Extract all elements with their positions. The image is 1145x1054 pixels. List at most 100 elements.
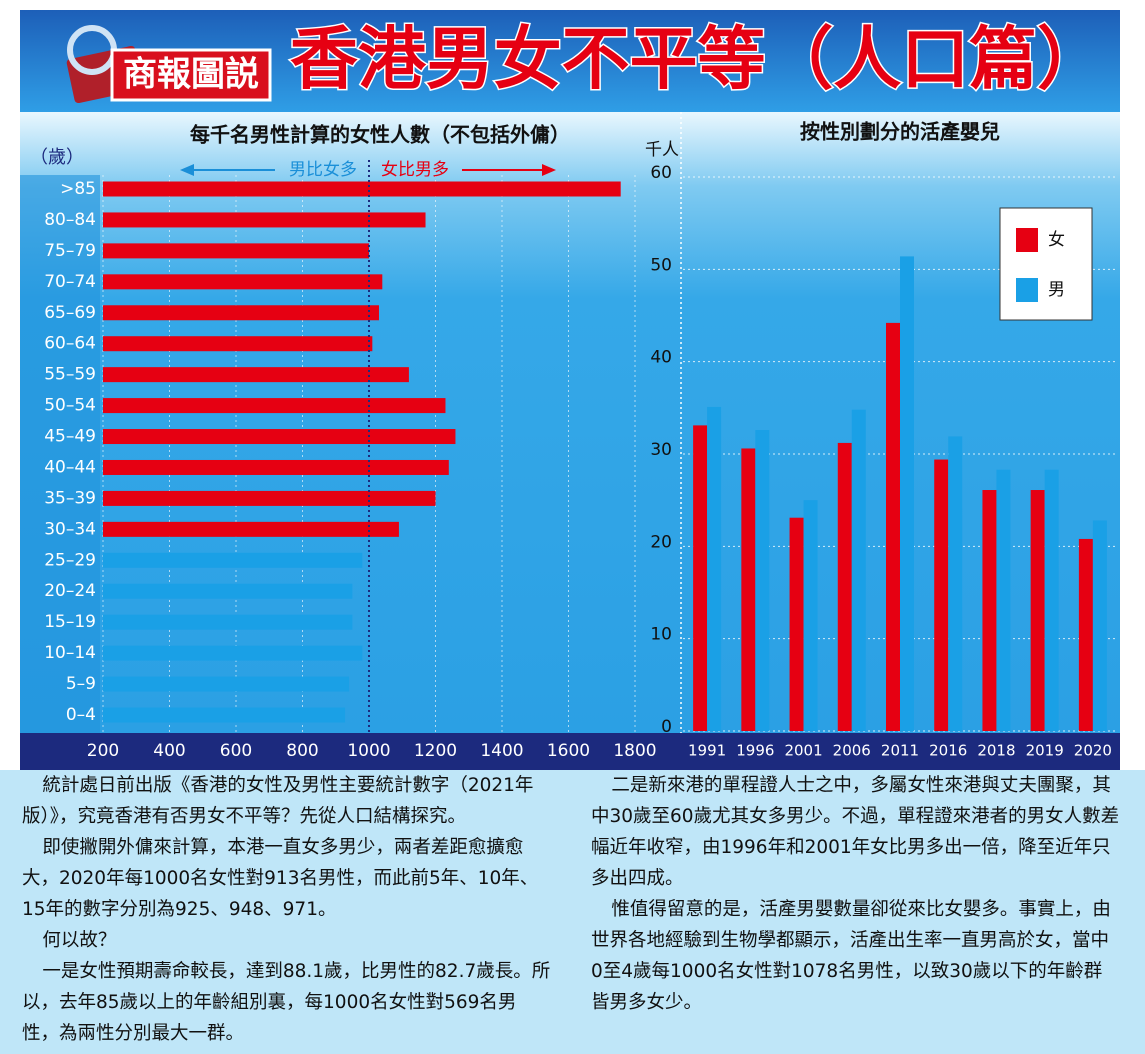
- bar: [103, 398, 446, 414]
- x-tick-label: 600: [220, 741, 252, 761]
- x-tick-label: 1996: [736, 742, 774, 760]
- y-tick-label: 0–4: [66, 705, 96, 725]
- bar: [1092, 520, 1107, 731]
- paragraph: 何以故？: [42, 930, 117, 951]
- y-tick-label: 60: [650, 163, 672, 183]
- annotation: 男比女多: [289, 160, 357, 180]
- logo-box: [110, 48, 272, 102]
- legend-swatch: [1016, 228, 1038, 252]
- x-tick-label: 2020: [1074, 742, 1112, 760]
- bar: [1030, 490, 1045, 731]
- paragraph: 即使撇開外傭來計算，本港一直女多男少，兩者差距愈擴愈大，2020年每1000名女…: [22, 837, 539, 920]
- y-tick-label: 70–74: [44, 272, 96, 292]
- bar: [103, 243, 369, 259]
- paragraph: 二是新來港的單程證人士之中，多屬女性來港與丈夫團聚，其中30歲至60歲尤其女多男…: [591, 775, 1120, 889]
- y-tick-label: 40: [650, 348, 672, 368]
- x-tick-label: 1200: [414, 741, 457, 761]
- y-tick-label: 55–59: [44, 365, 96, 385]
- y-tick-label: 5–9: [66, 674, 96, 694]
- y-tick-label: 15–19: [44, 612, 96, 632]
- bar: [996, 469, 1011, 731]
- bar: [1078, 538, 1093, 731]
- bar: [1044, 469, 1059, 731]
- bar: [103, 336, 373, 352]
- y-tick-label: 40–44: [44, 457, 96, 477]
- y-tick-label: 50: [650, 255, 672, 275]
- y-tick-label: 50–54: [44, 396, 96, 416]
- arrowhead: [180, 164, 194, 176]
- bar: [693, 425, 708, 731]
- legend-label: 男: [1048, 280, 1065, 300]
- bar: [900, 256, 914, 731]
- chart-title: 每千名男性計算的女性人數（不包括外傭）: [190, 123, 570, 147]
- arrowhead: [542, 164, 556, 176]
- bar: [886, 322, 900, 731]
- x-tick-label: 1000: [347, 741, 390, 761]
- paragraph: 統計處日前出版《香港的女性及男性主要統計數字（2021年版）》，究竟香港有否男女…: [22, 775, 534, 827]
- x-tick-label: 2006: [833, 742, 871, 760]
- y-tick-label: 65–69: [44, 303, 96, 323]
- bar: [103, 429, 456, 445]
- y-tick-label: 75–79: [44, 241, 96, 261]
- bar: [103, 181, 621, 197]
- logo: 商報圖説: [123, 55, 259, 95]
- x-tick-label: 2011: [881, 742, 919, 760]
- infographic: 商報圖説 香港男女不平等（人口篇） 每千名男性計算的女性人數（不包括外傭） （歲）…: [0, 0, 1145, 770]
- paragraph: 一是女性預期壽命較長，達到88.1歲，比男性的82.7歲長。所以，去年85歲以上…: [22, 961, 551, 1044]
- x-tick-label: 400: [153, 741, 185, 761]
- bar: [103, 707, 346, 723]
- legend-swatch: [1016, 278, 1038, 302]
- chart-title: 按性別劃分的活產嬰兒: [800, 120, 1000, 144]
- y-tick-label: 45–49: [44, 427, 96, 447]
- bar: [803, 500, 818, 731]
- y-tick-label: 35–39: [44, 488, 96, 508]
- y-axis-label: （歲）: [30, 147, 84, 168]
- x-tick-label: 800: [286, 741, 318, 761]
- bar: [755, 429, 770, 731]
- legend-box: [999, 207, 1093, 321]
- x-tick-label: 200: [87, 741, 119, 761]
- bar: [103, 676, 350, 692]
- bar: [741, 448, 756, 731]
- page-title: 香港男女不平等（人口篇）: [290, 21, 1105, 100]
- x-tick-label: 2016: [929, 742, 967, 760]
- bar: [103, 583, 353, 599]
- x-tick-label: 1400: [480, 741, 523, 761]
- bar: [103, 274, 383, 290]
- x-tick-label: 2018: [977, 742, 1015, 760]
- bar: [103, 614, 353, 630]
- y-tick-label: >85: [60, 179, 96, 199]
- y-tick-label: 20–24: [44, 581, 96, 601]
- bar: [707, 406, 722, 731]
- y-tick-label: 30–34: [44, 519, 96, 539]
- bar: [789, 517, 804, 731]
- bar: [103, 367, 409, 383]
- x-tick-label: 1991: [688, 742, 726, 760]
- bar: [103, 212, 426, 228]
- bar: [934, 459, 949, 731]
- bar: [103, 521, 399, 537]
- bar: [837, 442, 852, 731]
- axis-band: [20, 733, 1120, 770]
- bar: [103, 645, 363, 661]
- bar: [103, 552, 363, 568]
- y-tick-label: 20: [650, 532, 672, 552]
- x-tick-label: 2019: [1026, 742, 1064, 760]
- bar: [103, 305, 379, 321]
- x-tick-label: 2001: [784, 742, 822, 760]
- bar: [948, 436, 963, 731]
- paragraph: 惟值得留意的是，活產男嬰數量卻從來比女嬰多。事實上，由世界各地經驗到生物學都顯示…: [591, 899, 1111, 1013]
- article: 統計處日前出版《香港的女性及男性主要統計數字（2021年版）》，究竟香港有否男女…: [22, 770, 1120, 1050]
- y-tick-label: 10: [650, 625, 672, 645]
- y-tick-label: 80–84: [44, 210, 96, 230]
- bar: [982, 490, 997, 731]
- y-tick-label: 0: [661, 717, 672, 737]
- y-tick-label: 10–14: [44, 643, 96, 663]
- y-tick-label: 60–64: [44, 334, 96, 354]
- bar: [103, 490, 436, 506]
- bar: [851, 409, 866, 731]
- annotation: 女比男多: [381, 160, 449, 180]
- legend-label: 女: [1048, 230, 1065, 250]
- bar: [103, 459, 449, 475]
